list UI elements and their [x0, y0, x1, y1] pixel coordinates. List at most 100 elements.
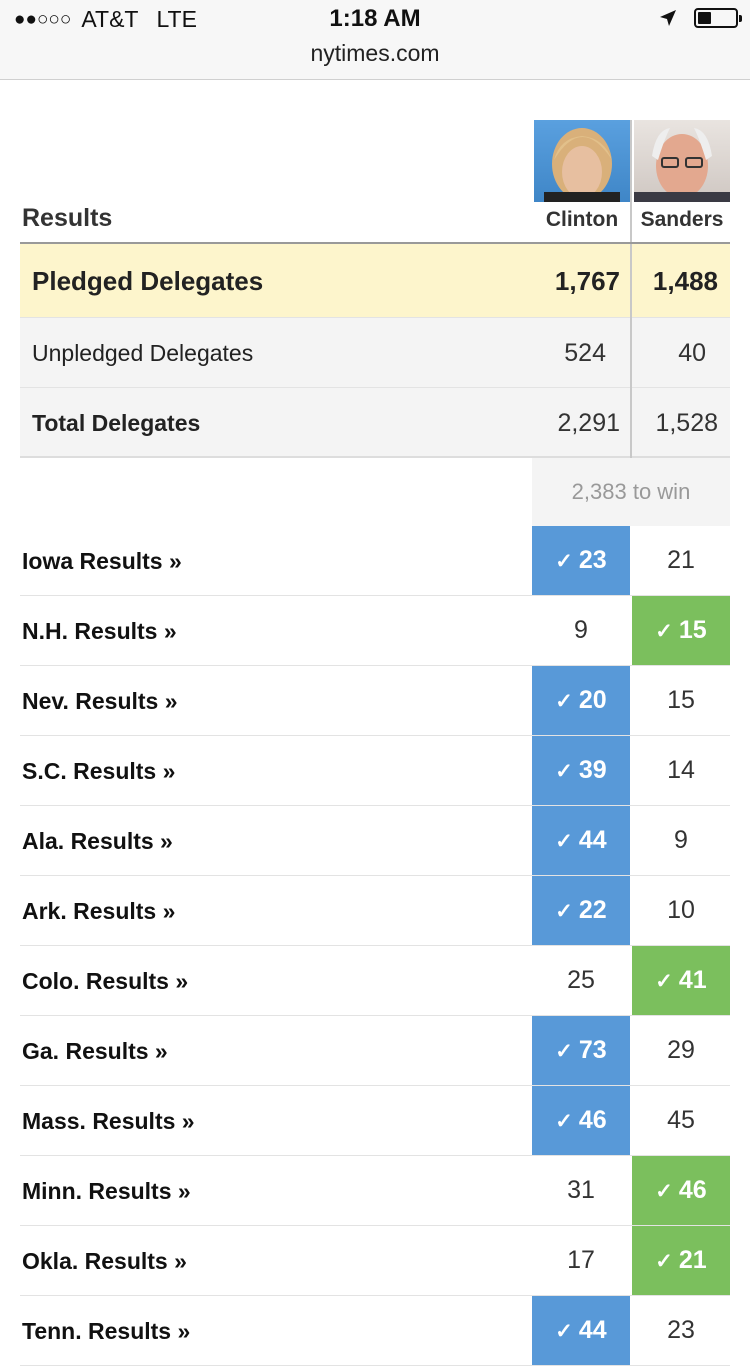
- state-results-link[interactable]: Ala. Results »: [22, 828, 173, 854]
- clinton-delegates-value: 73: [578, 1036, 607, 1064]
- sanders-delegates-cell: 9: [632, 806, 730, 875]
- clinton-delegates-cell: ✓ 23: [532, 526, 630, 595]
- state-results-list: Iowa Results » ✓ 23 21 N.H. Results » 9 ✓ 15 Nev…: [20, 526, 730, 1366]
- unpledged-delegates-row: Unpledged Delegates 524 40: [20, 318, 730, 388]
- sanders-delegates-cell: 45: [632, 1086, 730, 1155]
- state-results-link[interactable]: Minn. Results »: [22, 1178, 191, 1204]
- checkmark-icon: ✓: [555, 900, 573, 923]
- state-result-row: Tenn. Results » ✓ 44 23: [20, 1296, 730, 1366]
- clinton-delegates-cell: ✓ 73: [532, 1016, 630, 1085]
- sanders-delegates-value: 21: [678, 1246, 707, 1274]
- state-results-link[interactable]: S.C. Results »: [22, 758, 176, 784]
- column-divider: [630, 244, 632, 318]
- state-result-row: Iowa Results » ✓ 23 21: [20, 526, 730, 596]
- checkmark-icon: ✓: [555, 550, 573, 573]
- location-arrow-icon: [660, 10, 676, 26]
- column-divider: [630, 318, 632, 388]
- clinton-delegates-cell: ✓ 22: [532, 876, 630, 945]
- state-result-row: N.H. Results » 9 ✓ 15: [20, 596, 730, 666]
- carrier-name: AT&T: [81, 6, 139, 32]
- sanders-delegates-value: 41: [678, 966, 707, 994]
- clinton-delegates-value: 23: [578, 546, 607, 574]
- sanders-delegates-cell: 14: [632, 736, 730, 805]
- battery-icon: [694, 8, 742, 28]
- checkmark-icon: ✓: [555, 830, 573, 853]
- status-icons: [658, 8, 742, 28]
- clinton-delegates-value: 39: [578, 756, 607, 784]
- signal-strength-icon: ●●○○○: [14, 8, 72, 30]
- clinton-delegates-value: 9: [574, 616, 588, 644]
- clinton-delegates-value: 46: [578, 1106, 607, 1134]
- state-result-row: Minn. Results » 31 ✓ 46: [20, 1156, 730, 1226]
- checkmark-icon: ✓: [655, 620, 673, 643]
- clinton-delegates-value: 31: [567, 1176, 595, 1204]
- sanders-value: 1,528: [655, 409, 718, 437]
- candidate-clinton: Clinton: [534, 120, 630, 232]
- clinton-photo: [534, 120, 630, 202]
- clinton-delegates-value: 22: [578, 896, 607, 924]
- clinton-delegates-value: 44: [578, 826, 607, 854]
- clinton-delegates-value: 17: [567, 1246, 595, 1274]
- clinton-delegates-cell: ✓ 46: [532, 1086, 630, 1155]
- to-win-row: 2,383 to win: [20, 458, 730, 526]
- network-type: LTE: [156, 6, 197, 32]
- sanders-delegates-value: 29: [667, 1036, 695, 1064]
- column-divider: [630, 388, 632, 458]
- state-results-link[interactable]: Mass. Results »: [22, 1108, 195, 1134]
- carrier-info: ●●○○○ AT&T LTE: [14, 6, 197, 33]
- pledged-delegates-row: Pledged Delegates 1,767 1,488: [20, 244, 730, 318]
- sanders-delegates-cell: 23: [632, 1296, 730, 1365]
- state-result-row: Ala. Results » ✓ 44 9: [20, 806, 730, 876]
- state-results-link[interactable]: Tenn. Results »: [22, 1318, 191, 1344]
- candidate-sanders: Sanders: [634, 120, 730, 232]
- state-result-row: Nev. Results » ✓ 20 15: [20, 666, 730, 736]
- sanders-delegates-value: 23: [667, 1316, 695, 1344]
- checkmark-icon: ✓: [555, 1110, 573, 1133]
- clinton-delegates-cell: 31: [532, 1156, 630, 1225]
- sanders-delegates-cell: ✓ 21: [632, 1226, 730, 1295]
- sanders-delegates-value: 46: [678, 1176, 707, 1204]
- clinton-delegates-value: 44: [578, 1316, 607, 1344]
- state-results-link[interactable]: Iowa Results »: [22, 548, 182, 574]
- results-heading: Results: [22, 204, 113, 232]
- total-delegates-row: Total Delegates 2,291 1,528: [20, 388, 730, 458]
- battery-level: [698, 12, 711, 24]
- sanders-delegates-cell: 29: [632, 1016, 730, 1085]
- clinton-delegates-cell: 25: [532, 946, 630, 1015]
- sanders-value: 40: [678, 339, 706, 367]
- sanders-delegates-value: 21: [667, 546, 695, 574]
- sanders-delegates-value: 10: [667, 896, 695, 924]
- sanders-name: Sanders: [640, 208, 724, 231]
- clinton-delegates-cell: 17: [532, 1226, 630, 1295]
- clinton-value: 524: [564, 339, 606, 367]
- clinton-delegates-value: 25: [567, 966, 595, 994]
- clinton-delegates-cell: ✓ 44: [532, 1296, 630, 1365]
- sanders-delegates-value: 15: [667, 686, 695, 714]
- clinton-value: 1,767: [554, 266, 620, 296]
- state-result-row: Mass. Results » ✓ 46 45: [20, 1086, 730, 1156]
- state-results-link[interactable]: Okla. Results »: [22, 1248, 187, 1274]
- state-results-link[interactable]: Ga. Results »: [22, 1038, 168, 1064]
- url-bar[interactable]: nytimes.com: [310, 40, 440, 66]
- column-divider: [630, 120, 632, 242]
- sanders-delegates-cell: ✓ 15: [632, 596, 730, 665]
- sanders-delegates-value: 45: [667, 1106, 695, 1134]
- state-result-row: Okla. Results » 17 ✓ 21: [20, 1226, 730, 1296]
- state-results-link[interactable]: Nev. Results »: [22, 688, 178, 714]
- delegate-results-table: Results Clinton: [20, 80, 730, 1366]
- checkmark-icon: ✓: [655, 1180, 673, 1203]
- status-bar: ●●○○○ AT&T LTE 1:18 AM nytimes.com: [0, 0, 750, 80]
- sanders-delegates-cell: ✓ 41: [632, 946, 730, 1015]
- clinton-delegates-cell: 9: [532, 596, 630, 665]
- state-result-row: Ark. Results » ✓ 22 10: [20, 876, 730, 946]
- table-header: Results Clinton: [20, 80, 730, 244]
- state-results-link[interactable]: N.H. Results »: [22, 618, 177, 644]
- clock: 1:18 AM: [329, 5, 421, 32]
- state-results-link[interactable]: Colo. Results »: [22, 968, 189, 994]
- state-result-row: S.C. Results » ✓ 39 14: [20, 736, 730, 806]
- sanders-value: 1,488: [652, 266, 718, 296]
- checkmark-icon: ✓: [555, 1040, 573, 1063]
- checkmark-icon: ✓: [655, 1250, 673, 1273]
- state-results-link[interactable]: Ark. Results »: [22, 898, 176, 924]
- to-win-label: 2,383 to win: [532, 458, 730, 526]
